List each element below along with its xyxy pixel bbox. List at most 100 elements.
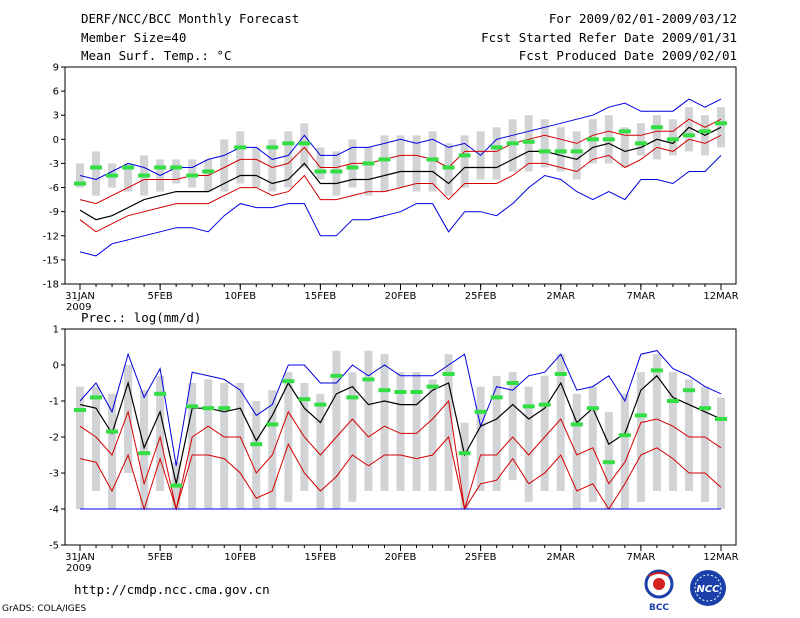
- member-size-label: Member Size=40: [81, 30, 187, 45]
- observation-mark: [122, 165, 135, 170]
- observation-mark: [442, 165, 455, 170]
- y-tick-label: -3: [49, 469, 59, 480]
- ensemble-box: [668, 119, 677, 156]
- observation-mark: [682, 133, 695, 138]
- observation-mark: [362, 161, 375, 166]
- observation-mark: [378, 388, 391, 393]
- ensemble-box: [332, 151, 341, 196]
- ensemble-box: [252, 147, 261, 188]
- y-tick-label: 9: [53, 63, 59, 74]
- ensemble-box: [620, 393, 629, 509]
- observation-mark: [506, 381, 519, 385]
- observation-mark: [234, 145, 247, 150]
- observation-mark: [282, 379, 295, 384]
- observation-mark: [90, 395, 103, 400]
- ensemble-box: [428, 131, 437, 192]
- ensemble-box: [364, 350, 373, 491]
- source-url[interactable]: http://cmdp.ncc.cma.gov.cn: [74, 582, 270, 597]
- x-tick-label: 12MAR: [703, 291, 738, 302]
- observation-mark: [490, 395, 503, 400]
- ensemble-box: [380, 135, 389, 192]
- observation-mark: [458, 153, 471, 158]
- ensemble-box: [556, 127, 565, 172]
- ensemble-box: [284, 131, 293, 188]
- ensemble-box: [172, 159, 181, 184]
- ensemble-box: [124, 163, 133, 192]
- x-tick-label: 15FEB: [305, 291, 337, 302]
- y-tick-label: 0: [53, 135, 59, 146]
- observation-mark: [618, 129, 631, 134]
- ncc-logo: NCC: [690, 570, 726, 606]
- ensemble-box: [717, 397, 725, 509]
- x-tick-label: 20FEB: [385, 291, 417, 302]
- logos: BCC NCC: [644, 569, 726, 613]
- observation-mark: [138, 173, 151, 178]
- x-tick-label: 31JAN: [65, 291, 95, 302]
- ensemble-box: [476, 386, 485, 491]
- y-tick-label: 1: [53, 325, 59, 336]
- observation-mark: [314, 169, 327, 174]
- ensemble-box: [444, 143, 453, 196]
- ensemble-box: [316, 393, 325, 509]
- series-mean-line: [79, 374, 722, 484]
- observation-mark: [202, 406, 215, 411]
- ensemble-box: [236, 383, 245, 509]
- observation-mark: [570, 149, 583, 154]
- observation-mark: [330, 169, 343, 174]
- ensemble-box: [396, 135, 405, 188]
- y-tick-label: -5: [49, 541, 59, 552]
- observation-mark: [218, 406, 231, 411]
- series-p25-line: [79, 435, 722, 511]
- observation-mark: [362, 377, 375, 382]
- observation-mark: [202, 169, 215, 174]
- y-tick-label: 0: [53, 361, 59, 372]
- observation-mark: [538, 402, 551, 407]
- ensemble-box: [364, 147, 373, 196]
- ensemble-box: [572, 131, 581, 180]
- ensemble-box: [332, 350, 341, 509]
- series-mean-line: [79, 126, 722, 221]
- ensemble-box: [188, 159, 197, 188]
- observation-mark: [538, 149, 551, 154]
- chart-panel-2: -5 -4 -3 -2 -1 0 1 31JAN 5FEB 10FEB 15FEB 20FEB 25FE…: [49, 325, 739, 575]
- observation-mark: [506, 141, 519, 146]
- observation-mark: [490, 145, 503, 150]
- ensemble-box: [188, 383, 197, 509]
- x-tick-label: 20FEB: [385, 552, 417, 563]
- ensemble-box: [92, 151, 101, 196]
- ensemble-box: [140, 390, 149, 509]
- ensemble-box: [668, 372, 677, 491]
- observation-mark: [715, 121, 727, 126]
- ensemble-box: [252, 401, 261, 509]
- y-tick-label: -2: [49, 433, 59, 444]
- ensemble-box: [572, 393, 581, 509]
- y-tick-label: -18: [43, 280, 59, 291]
- observation-mark: [90, 165, 103, 170]
- ensemble-box: [428, 379, 437, 491]
- x-tick-label: 31JAN: [65, 552, 95, 563]
- x-tick-label: 15FEB: [305, 552, 337, 563]
- ensemble-box: [684, 107, 693, 152]
- y-tick-label: -6: [49, 183, 59, 194]
- observation-mark: [634, 413, 647, 418]
- precip-panel-title: Prec.: log(mm/d): [81, 310, 201, 325]
- observation-mark: [666, 399, 679, 403]
- forecast-period-label: For 2009/02/01-2009/03/12: [548, 11, 737, 26]
- ensemble-box: [108, 393, 117, 509]
- observation-mark: [698, 129, 711, 134]
- ensemble-box: [508, 119, 517, 172]
- ensemble-box: [444, 354, 453, 491]
- refer-date-label: Fcst Started Refer Date 2009/01/31: [481, 30, 737, 45]
- y-tick-label: -4: [49, 505, 59, 516]
- observation-mark: [266, 145, 279, 150]
- observation-mark: [650, 125, 663, 130]
- x-tick-label: 7MAR: [626, 552, 655, 563]
- ensemble-box: [717, 107, 725, 148]
- bcc-logo-text: BCC: [649, 603, 669, 613]
- y-tick-label: -15: [43, 255, 59, 266]
- x-tick-label: 25FEB: [465, 552, 497, 563]
- ensemble-box: [524, 386, 533, 502]
- x-year-label: 2009: [66, 563, 91, 574]
- ensemble-box: [492, 127, 501, 180]
